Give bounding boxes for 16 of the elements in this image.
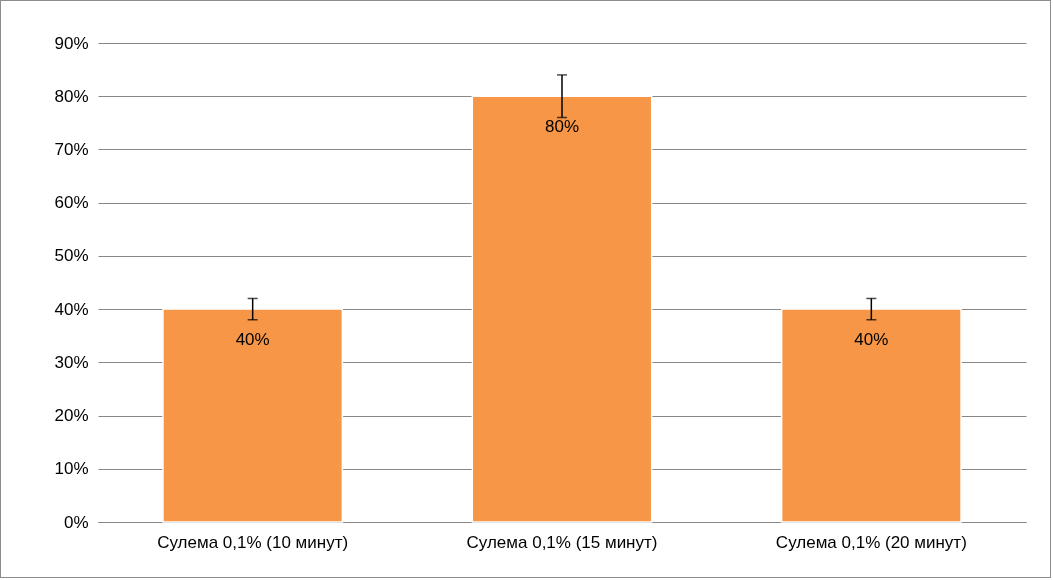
y-tick-label: 40% (54, 299, 89, 319)
y-tick-label: 60% (54, 193, 89, 213)
data-label: 40% (235, 330, 270, 350)
y-tick-label: 0% (63, 512, 89, 532)
x-tick-label: Сулема 0,1% (20 минут) (775, 532, 967, 552)
y-tick-label: 30% (54, 352, 89, 372)
y-tick-label: 90% (54, 33, 89, 53)
y-tick-label: 50% (54, 246, 89, 266)
y-tick-label: 80% (54, 86, 89, 106)
x-tick-label: Сулема 0,1% (15 минут) (466, 532, 658, 552)
data-label: 80% (544, 117, 580, 137)
data-label: 40% (854, 330, 889, 350)
x-tick-label: Сулема 0,1% (10 минут) (157, 532, 349, 552)
y-tick-label: 10% (54, 459, 89, 479)
y-tick-label: 20% (54, 406, 89, 426)
y-tick-label: 70% (54, 139, 89, 159)
